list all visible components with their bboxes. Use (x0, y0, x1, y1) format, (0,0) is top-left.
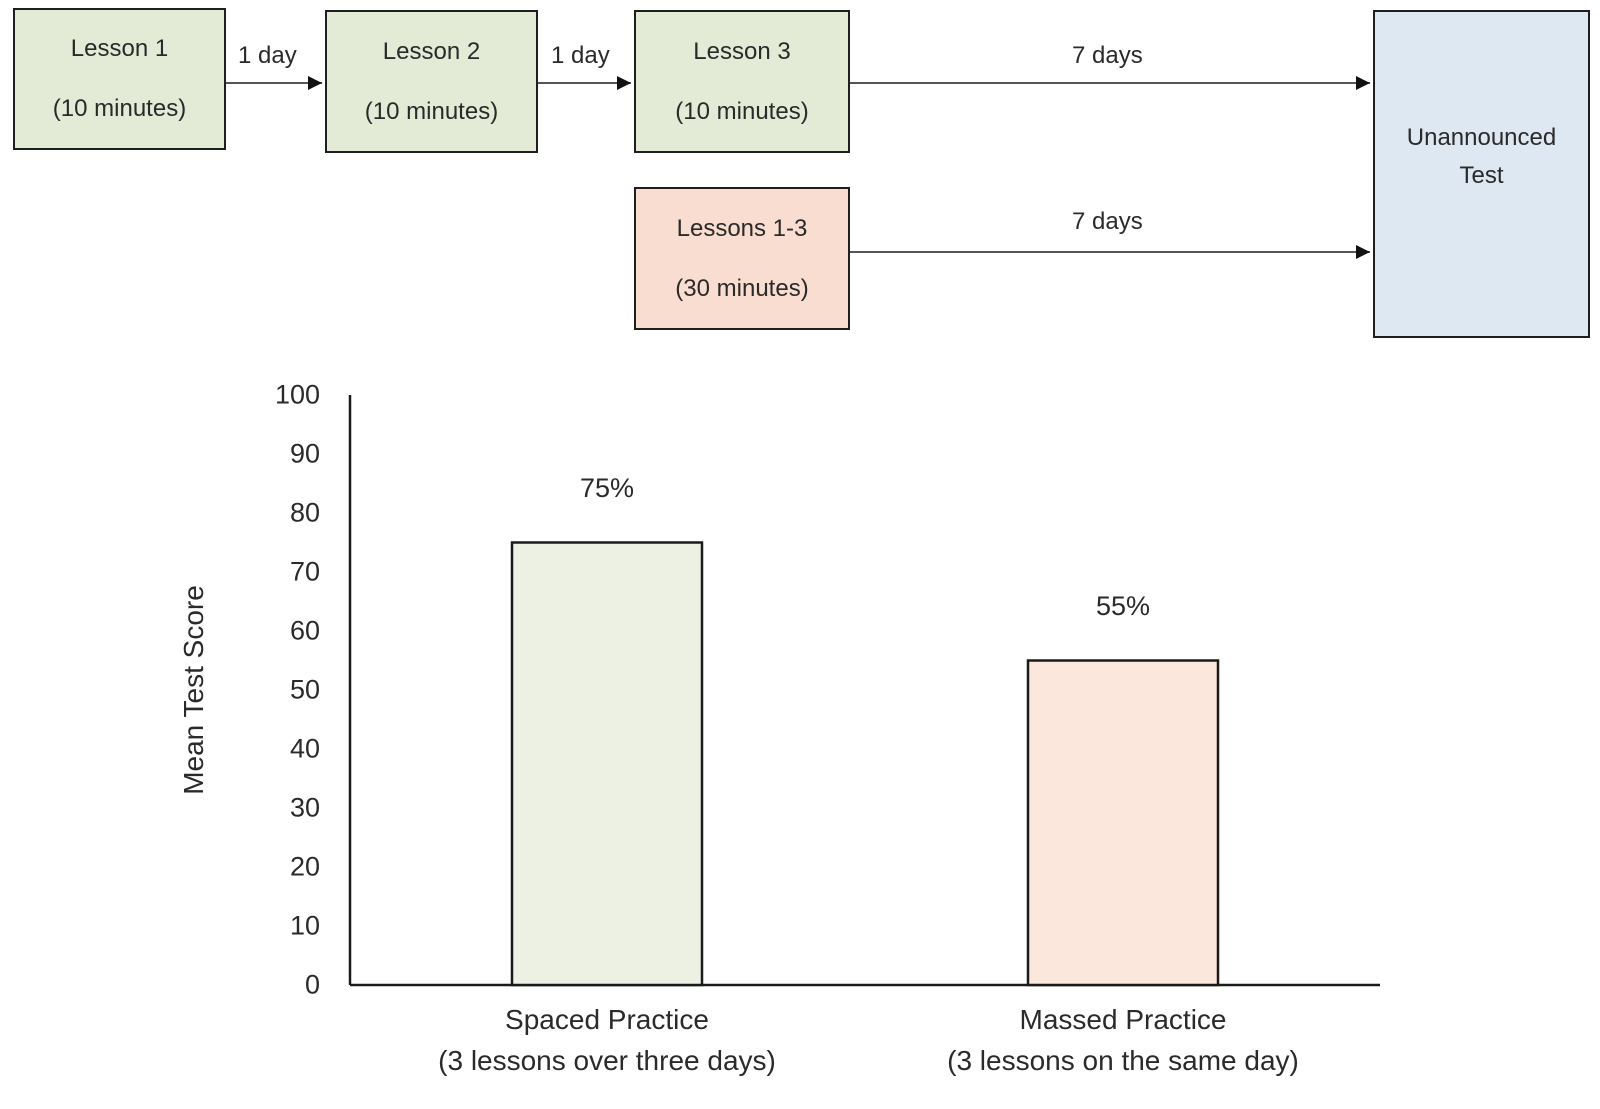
lesson-3-box: Lesson 3 (10 minutes) (634, 10, 850, 153)
lesson-1-box: Lesson 1 (10 minutes) (13, 8, 226, 150)
test-title-line2: Test (1459, 162, 1504, 189)
gap-label-2: 1 day (551, 42, 610, 69)
lesson-2-duration: (10 minutes) (364, 97, 499, 125)
lesson-2-title: Lesson 2 (382, 37, 481, 65)
gap-label-1: 1 day (238, 42, 297, 69)
y-tick-label: 0 (304, 969, 320, 1000)
category-name: Spaced Practice (505, 1004, 709, 1035)
category-name: Massed Practice (1019, 1004, 1227, 1035)
gap-label-3: 7 days (1072, 42, 1143, 69)
bar-2 (1026, 659, 1220, 987)
bar-1 (510, 541, 704, 987)
category-description: (3 lessons over three days) (438, 1045, 776, 1076)
massed-lessons-box: Lessons 1-3 (30 minutes) (634, 187, 850, 330)
y-tick-label: 100 (274, 379, 320, 410)
lesson-3-duration: (10 minutes) (675, 97, 809, 125)
unannounced-test-box: Unannounced Test (1373, 10, 1590, 338)
lesson-2-box: Lesson 2 (10 minutes) (325, 10, 538, 153)
bar-value-label: 55% (1095, 590, 1151, 621)
massed-lessons-title: Lessons 1-3 (676, 214, 808, 242)
gap-label-4: 7 days (1072, 208, 1143, 235)
y-tick-label: 70 (289, 556, 320, 587)
test-title-line1: Unannounced (1406, 124, 1557, 151)
bar-value-label: 75% (579, 472, 635, 503)
y-tick-label: 10 (289, 910, 320, 941)
y-tick-label: 30 (289, 792, 320, 823)
y-tick-label: 80 (289, 497, 320, 528)
y-tick-label: 40 (289, 733, 320, 764)
category-label: Massed Practice (3 lessons on the same da… (947, 999, 1299, 1081)
y-tick-label: 50 (289, 674, 320, 705)
lesson-1-duration: (10 minutes) (52, 95, 187, 122)
category-label: Spaced Practice (3 lessons over three day… (438, 999, 776, 1081)
lesson-3-title: Lesson 3 (693, 37, 791, 65)
y-tick-label: 60 (289, 615, 320, 646)
category-description: (3 lessons on the same day) (947, 1045, 1299, 1076)
lesson-1-title: Lesson 1 (70, 35, 169, 62)
massed-lessons-duration: (30 minutes) (675, 274, 809, 302)
y-tick-label: 90 (289, 438, 320, 469)
y-tick-label: 20 (289, 851, 320, 882)
